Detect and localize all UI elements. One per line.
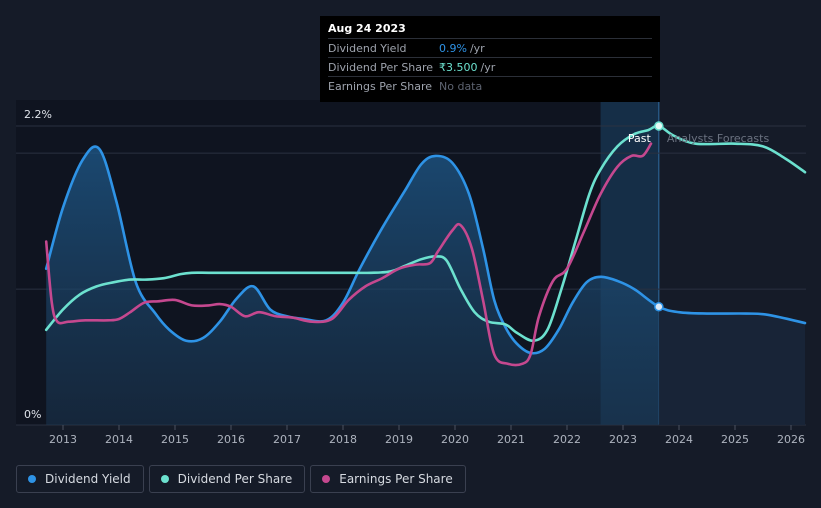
- tooltip-value: 0.9%: [439, 41, 467, 55]
- legend-dot-icon: [322, 475, 331, 483]
- legend-item-earnings-per-share[interactable]: Earnings Per Share: [310, 465, 466, 493]
- x-tick-label: 2014: [105, 433, 133, 446]
- x-tick-label: 2016: [217, 433, 245, 446]
- x-tick-label: 2026: [777, 433, 805, 446]
- y-tick-label: 2.2%: [24, 108, 52, 121]
- region-labels: Past Analysts Forecasts: [628, 132, 770, 145]
- dividend-yield-marker: [654, 302, 664, 312]
- legend-item-dividend-per-share[interactable]: Dividend Per Share: [148, 465, 306, 493]
- tooltip-label: Dividend Per Share: [328, 60, 434, 74]
- tooltip-value: No data: [439, 79, 483, 93]
- tooltip-label: Dividend Yield: [328, 41, 407, 55]
- x-tick-label: 2025: [721, 433, 749, 446]
- tooltip-row-earnings-per-share: Earnings Per Share No data: [328, 76, 652, 95]
- legend-item-dividend-yield[interactable]: Dividend Yield: [16, 465, 144, 493]
- x-tick-label: 2024: [665, 433, 693, 446]
- tooltip-value: ₹3.500: [439, 60, 478, 74]
- x-tick-label: 2022: [553, 433, 581, 446]
- x-axis-ticks: 2013 2014 2015 2016 2017 2018 2019 2020 2021 2022…: [49, 425, 805, 446]
- legend-label: Dividend Per Share: [177, 472, 293, 486]
- y-axis-ticks: 2.2% 0%: [24, 108, 52, 421]
- series-lines: [44, 124, 807, 367]
- x-tick-label: 2021: [497, 433, 525, 446]
- forecast-label: Analysts Forecasts: [667, 132, 770, 145]
- dividend-per-share-line: [44, 124, 807, 343]
- dividend-yield-forecast-area: [658, 306, 805, 425]
- tooltip-label: Earnings Per Share: [328, 79, 433, 93]
- legend-dot-icon: [28, 475, 36, 483]
- x-tick-label: 2017: [273, 433, 301, 446]
- past-label: Past: [628, 132, 652, 145]
- x-tick-label: 2023: [609, 433, 637, 446]
- legend-label: Earnings Per Share: [339, 472, 453, 486]
- dividend-yield-line: [44, 145, 807, 355]
- tooltip-row-dividend-yield: Dividend Yield 0.9% /yr: [328, 38, 652, 57]
- x-tick-label: 2019: [385, 433, 413, 446]
- x-tick-label: 2018: [329, 433, 357, 446]
- tooltip-unit: /yr: [469, 41, 485, 55]
- x-tick-label: 2013: [49, 433, 77, 446]
- x-tick-label: 2015: [161, 433, 189, 446]
- y-tick-label: 0%: [24, 408, 41, 421]
- x-tick-label: 2020: [441, 433, 469, 446]
- tooltip-unit: /yr: [480, 60, 496, 74]
- legend-dot-icon: [160, 475, 169, 483]
- tooltip: Aug 24 2023 Dividend Yield 0.9% /yr Divi…: [320, 16, 660, 102]
- legend: Dividend Yield Dividend Per Share Earnin…: [16, 465, 466, 493]
- legend-label: Dividend Yield: [45, 472, 131, 486]
- earnings-per-share-line: [44, 142, 653, 367]
- tooltip-date: Aug 24 2023: [328, 22, 406, 35]
- markers: [654, 121, 664, 312]
- tooltip-row-dividend-per-share: Dividend Per Share ₹3.500 /yr: [328, 57, 652, 76]
- dividend-per-share-marker: [654, 121, 664, 131]
